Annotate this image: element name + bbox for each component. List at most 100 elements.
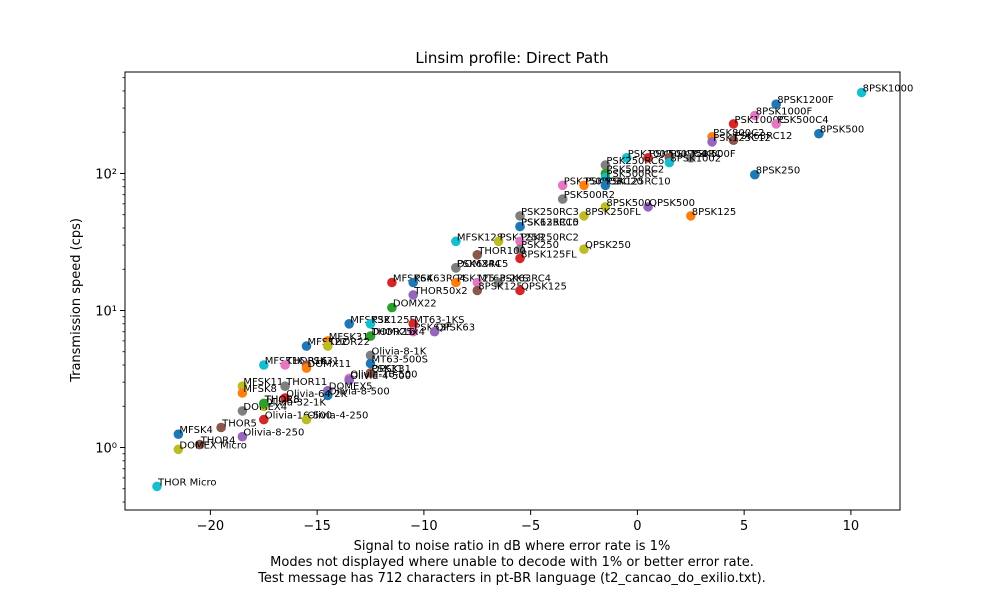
point-label: 8PSK250 [756, 166, 800, 177]
point-label: PSK125RC10 [606, 176, 670, 187]
point-label: THOR8 [264, 394, 300, 405]
point-label: PSK31 [372, 364, 404, 375]
point-label: PSK250RC2 [521, 232, 579, 243]
data-point [493, 277, 504, 288]
data-point [707, 137, 717, 147]
data-point [579, 244, 589, 254]
x-tick-label: −10 [410, 519, 437, 534]
point-label: DOMEX5 [329, 382, 373, 393]
point-label: THOR5 [221, 419, 257, 430]
point-label: THOR11 [285, 377, 327, 388]
point-label: DOMX44 [457, 259, 501, 270]
caption-line-3: Test message has 712 characters in pt-BR… [257, 571, 766, 586]
data-point [771, 119, 781, 129]
point-label: PSK250RC3 [521, 207, 579, 218]
data-point [301, 363, 312, 373]
data-point [515, 211, 525, 221]
point-label: PSK800C2 [713, 128, 764, 139]
data-point [750, 169, 760, 180]
data-point [237, 406, 248, 416]
point-label: THOR Micro [157, 477, 217, 488]
data-point [686, 211, 696, 221]
point-label: DOMX22 [393, 299, 437, 310]
point-label: PSK63RC4 [414, 274, 465, 285]
data-point [408, 277, 419, 288]
caption-line-1: Signal to noise ratio in dB where error … [354, 539, 671, 554]
data-point [515, 236, 525, 247]
data-point [408, 319, 419, 329]
point-label: MFSK8 [243, 384, 276, 395]
point-label: Olivia-16-500 [265, 411, 332, 422]
data-point [728, 135, 739, 145]
point-label: PSK63RC20 [585, 176, 643, 187]
data-point [301, 414, 312, 425]
data-point [557, 194, 568, 204]
point-label: DOMX11 [308, 359, 352, 370]
data-point [600, 160, 611, 170]
data-point [344, 319, 355, 329]
point-label: PSK250 [521, 240, 559, 251]
data-point [515, 244, 525, 254]
point-label: 8PSK1000 [863, 84, 914, 95]
data-point [429, 326, 440, 337]
point-label: PSK500RC4 [649, 149, 707, 160]
data-point [365, 319, 376, 329]
data-point [643, 202, 653, 212]
data-point [408, 290, 419, 300]
x-tick-label: −20 [197, 519, 224, 534]
point-label: PSK500C4 [777, 115, 828, 126]
point-label: PSK250RC3 [564, 176, 622, 187]
data-point [515, 221, 525, 232]
data-point [323, 390, 333, 401]
x-tick-label: −5 [521, 519, 540, 534]
point-label: QPSK125 [521, 282, 567, 293]
point-label: PSK500RC2 [606, 165, 664, 176]
point-label: THOR22 [328, 337, 370, 348]
point-label: PSK125RC5 [521, 218, 579, 229]
plot-frame [124, 71, 901, 511]
data-point [664, 157, 675, 168]
data-point [323, 341, 333, 351]
data-point [216, 422, 226, 433]
y-tick-label: 10¹ [95, 304, 117, 319]
data-point [259, 360, 269, 370]
data-point [600, 173, 611, 183]
y-axis-title: Transmission speed (cps) [69, 218, 84, 383]
point-label: PSK500R2 [564, 190, 615, 201]
point-label: THOR8 [264, 394, 300, 405]
point-label: 8PSK1002 [670, 154, 721, 165]
x-axis: −20 −15 −10 −5 0 5 10 [197, 510, 859, 534]
point-label: PSK250RC6 [606, 156, 664, 167]
point-label: PSK250RC [670, 149, 721, 160]
data-point [237, 388, 248, 398]
data-point [408, 326, 419, 337]
data-point [515, 285, 525, 296]
point-label: MFSK31 [329, 332, 369, 343]
point-label: THOR4 [200, 436, 236, 447]
point-label: 8PSK250FL [585, 207, 641, 218]
data-point [814, 128, 824, 139]
x-tick-label: 0 [633, 519, 641, 534]
y-tick-label: 10² [95, 167, 117, 182]
data-point [365, 350, 376, 361]
point-label: Olivia-4-250 [308, 411, 369, 422]
point-label: QPSK63 [436, 323, 476, 334]
point-label: 8PSK1200F [777, 95, 834, 106]
data-point [472, 285, 483, 296]
data-point [728, 119, 739, 129]
data-point [621, 153, 632, 163]
point-label: 8PSK500 [606, 198, 650, 209]
data-point [237, 431, 248, 442]
point-label: PSK63RC5 [457, 259, 508, 270]
data-point [579, 180, 589, 191]
data-point [152, 481, 162, 492]
data-point [472, 250, 483, 260]
data-point [771, 99, 781, 109]
point-label: PSK125F [372, 315, 416, 326]
chart-title: Linsim profile: Direct Path [415, 49, 608, 67]
data-point [451, 263, 461, 273]
plot-area: 8PSK10008PSK1200F8PSK1000FPSK1000CPSK500… [152, 84, 913, 492]
point-label: Olivia-64-2K [286, 389, 348, 400]
data-point [173, 444, 184, 455]
